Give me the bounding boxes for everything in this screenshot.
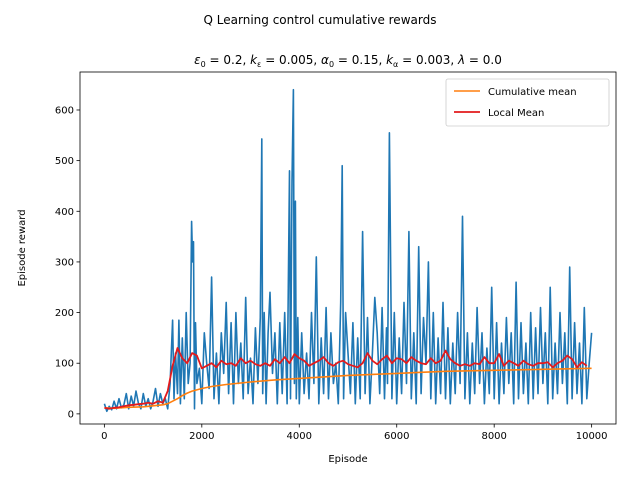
legend-label-cumulative: Cumulative mean [488,87,577,98]
subtitle-part: ε [257,60,261,69]
legend-frame [445,78,610,127]
legend-label-local: Local Mean [488,108,544,119]
subtitle-part: 0 [329,60,334,69]
subtitle-part: = 0.003, [398,53,458,67]
plot-frame [79,71,617,425]
series-layer [103,88,593,413]
x-tick-label: 6000 [384,431,409,442]
x-tick-label: 2000 [189,431,214,442]
subtitle-part: = 0.0 [465,53,502,67]
subtitle-part: = 0.2, [206,53,250,67]
subtitle-part: k [250,53,258,67]
series-line-cumulative [104,367,592,410]
subtitle-part: λ [457,53,465,67]
legend: Cumulative mean Local Mean [445,78,610,127]
y-tick-label: 200 [55,308,74,319]
y-tick-label: 400 [55,207,74,218]
y-tick-label: 0 [68,409,74,420]
series-line-episode [103,88,593,413]
subtitle-part: = 0.005, [261,53,321,67]
y-axis-label: Episode reward [17,209,28,286]
y-tick-label: 300 [55,257,74,268]
subtitle-part: = 0.15, [334,53,386,67]
x-axis-label: Episode [328,454,367,465]
subtitle-part: 0 [201,60,206,69]
subtitle-part: ε [194,53,201,67]
series-line-local [104,347,588,410]
subtitle-part: α [393,60,398,69]
x-tick-label: 0 [101,431,107,442]
chart-title: ε0 = 0.2, kε = 0.005, α0 = 0.15, kα = 0.… [194,53,502,69]
x-tick-label: 4000 [287,431,312,442]
subtitle-part: k [386,53,394,67]
subtitle-part: α [321,53,329,67]
y-tick-label: 600 [55,105,74,116]
x-tick-label: 10000 [576,431,608,442]
y-tick-label: 100 [55,359,74,370]
y-tick-label: 500 [55,156,74,167]
chart-suptitle: Q Learning control cumulative rewards [204,13,437,27]
tick-layer: 0 2000 4000 6000 8000 10000 0 100 200 300 400 500 60… [55,105,608,442]
x-tick-label: 8000 [481,431,506,442]
